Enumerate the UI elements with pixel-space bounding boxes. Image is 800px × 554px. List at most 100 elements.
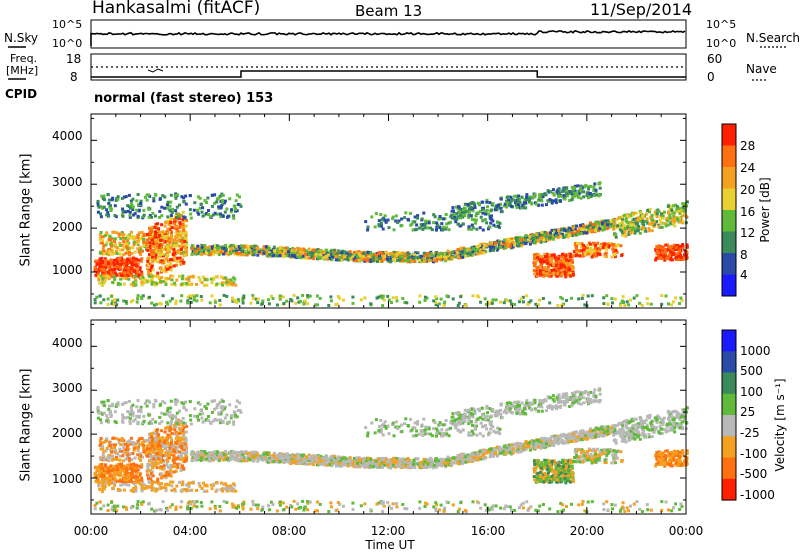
velocity-cell — [96, 409, 100, 413]
power-cell — [167, 248, 171, 251]
velocity-cell — [136, 420, 140, 424]
power-cell — [347, 255, 351, 259]
velocity-cell — [161, 458, 165, 462]
velocity-cell — [183, 459, 187, 463]
velocity-cell — [106, 479, 110, 483]
velocity-cell — [134, 480, 138, 484]
velocity-cell — [154, 441, 158, 445]
velocity-cell — [590, 436, 594, 440]
velocity-cell — [250, 453, 254, 457]
power-cell — [137, 258, 141, 262]
velocity-cell — [150, 483, 154, 487]
velocity-cell — [308, 462, 311, 466]
power-cell — [107, 198, 111, 202]
power-cell — [227, 253, 231, 257]
velocity-cell — [150, 447, 154, 451]
velocity-cell — [179, 468, 183, 472]
power-cell — [406, 256, 410, 259]
power-cell — [164, 277, 168, 281]
velocity-cell — [120, 402, 124, 406]
velocity-cell — [150, 442, 154, 446]
velocity-cell — [133, 456, 137, 460]
velocity-cell — [120, 462, 123, 466]
velocity-cell — [220, 481, 224, 485]
power-cell — [187, 279, 191, 283]
velocity-cell — [180, 488, 184, 492]
power-cell — [213, 211, 217, 215]
velocity-cell — [213, 399, 217, 403]
power-cell — [178, 256, 182, 260]
velocity-cell — [198, 402, 202, 406]
power-cell — [136, 243, 140, 247]
power-cell — [552, 230, 556, 234]
velocity-cell — [165, 449, 169, 453]
velocity-cell — [604, 425, 607, 429]
power-cell — [211, 251, 215, 255]
velocity-cell — [151, 417, 155, 421]
velocity-cell — [107, 459, 111, 463]
power-cell — [118, 252, 122, 256]
velocity-cell — [178, 427, 182, 431]
velocity-cell — [108, 454, 112, 458]
velocity-cell — [127, 456, 131, 460]
velocity-cell — [184, 430, 188, 434]
velocity-cell — [169, 469, 173, 473]
power-cell — [166, 219, 170, 223]
velocity-cell — [189, 422, 193, 426]
velocity-cell — [297, 453, 301, 457]
velocity-cell — [581, 434, 585, 438]
power-cell — [175, 243, 179, 247]
power-cell — [102, 252, 106, 256]
power-cell — [139, 248, 143, 252]
power-cell — [138, 275, 142, 279]
power-cell — [212, 276, 216, 280]
power-cell — [134, 263, 138, 267]
velocity-cell — [190, 488, 194, 492]
velocity-cell — [255, 456, 259, 460]
velocity-cell — [169, 415, 173, 419]
velocity-cell — [148, 450, 152, 454]
power-cell — [297, 247, 301, 251]
power-cell — [158, 197, 162, 201]
power-cell — [154, 283, 158, 287]
power-cell — [296, 253, 300, 257]
power-cell — [131, 282, 134, 286]
power-cell — [256, 253, 260, 257]
velocity-cell — [211, 419, 215, 423]
power-cell — [380, 253, 384, 256]
velocity-cell — [139, 459, 143, 462]
power-cell — [156, 271, 160, 275]
velocity-cell — [459, 457, 463, 461]
power-cell — [107, 202, 111, 205]
power-cell — [96, 199, 100, 203]
velocity-cell — [147, 476, 150, 480]
power-cell — [450, 254, 454, 258]
velocity-cell — [159, 485, 163, 489]
velocity-cell — [105, 414, 109, 418]
velocity-cell — [138, 481, 142, 485]
power-cell — [560, 232, 564, 236]
velocity-cell — [99, 418, 103, 422]
power-cell — [416, 256, 420, 260]
velocity-cell — [102, 480, 106, 484]
velocity-cell — [127, 411, 131, 414]
velocity-cell — [157, 457, 160, 461]
power-cell — [223, 281, 227, 285]
velocity-cell — [245, 452, 249, 456]
power-cell — [276, 250, 279, 254]
velocity-cell — [397, 461, 401, 465]
power-cell — [164, 268, 168, 271]
power-cell — [228, 281, 232, 285]
power-cell — [151, 268, 155, 272]
power-cell — [95, 259, 99, 263]
velocity-cell — [118, 454, 122, 458]
power-cell — [109, 258, 113, 262]
power-cell — [94, 273, 98, 277]
power-cell — [138, 231, 141, 235]
velocity-cell — [136, 442, 139, 446]
velocity-cell — [607, 432, 611, 436]
velocity-cell — [168, 410, 172, 414]
velocity-cell — [153, 480, 157, 484]
velocity-cell — [379, 456, 383, 460]
power-cell — [159, 236, 163, 240]
